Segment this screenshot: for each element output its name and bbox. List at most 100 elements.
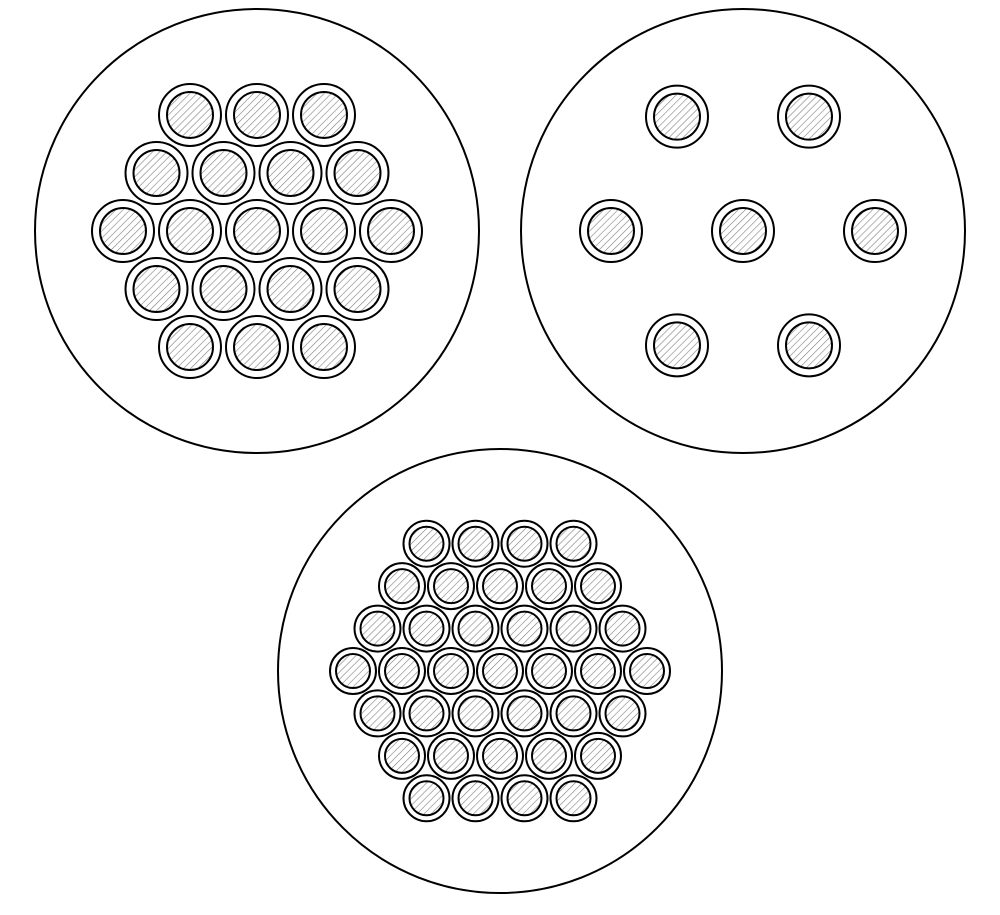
panel-top-left	[35, 9, 479, 453]
core-fill	[268, 266, 314, 312]
core-fill	[234, 92, 280, 138]
core-fill	[483, 739, 517, 773]
core-fill	[581, 569, 615, 603]
core-fill	[434, 654, 468, 688]
core-fill	[459, 696, 493, 730]
core	[126, 258, 188, 320]
core-fill	[606, 612, 640, 646]
core-fill	[630, 654, 664, 688]
core	[404, 521, 450, 567]
core-fill	[508, 696, 542, 730]
core-fill	[201, 150, 247, 196]
core	[600, 690, 646, 736]
core-fill	[301, 208, 347, 254]
core-fill	[557, 612, 591, 646]
core	[355, 690, 401, 736]
core	[844, 200, 906, 262]
core	[502, 690, 548, 736]
core	[646, 314, 708, 376]
core	[126, 142, 188, 204]
core-fill	[508, 781, 542, 815]
core	[477, 733, 523, 779]
core-fill	[167, 92, 213, 138]
core-fill	[410, 781, 444, 815]
core-fill	[654, 94, 700, 140]
core	[453, 521, 499, 567]
core-fill	[335, 150, 381, 196]
core	[575, 648, 621, 694]
core-fill	[134, 266, 180, 312]
core-fill	[410, 527, 444, 561]
core	[575, 733, 621, 779]
core	[778, 314, 840, 376]
core-fill	[385, 569, 419, 603]
core	[477, 648, 523, 694]
core	[226, 316, 288, 378]
core	[226, 200, 288, 262]
core-fill	[368, 208, 414, 254]
core-fill	[100, 208, 146, 254]
core-fill	[201, 266, 247, 312]
core	[526, 563, 572, 609]
core-fill	[606, 696, 640, 730]
core-fill	[301, 324, 347, 370]
core	[193, 142, 255, 204]
core	[159, 84, 221, 146]
core-fill	[234, 324, 280, 370]
diagram-canvas	[0, 0, 1000, 915]
panels-group	[35, 9, 965, 893]
core-fill	[234, 208, 280, 254]
core	[778, 86, 840, 148]
core-fill	[336, 654, 370, 688]
core-fill	[532, 654, 566, 688]
core	[712, 200, 774, 262]
core-fill	[852, 208, 898, 254]
core	[355, 606, 401, 652]
core-fill	[508, 527, 542, 561]
core	[551, 521, 597, 567]
core	[526, 733, 572, 779]
core	[502, 606, 548, 652]
core-fill	[385, 739, 419, 773]
core-fill	[581, 739, 615, 773]
core-fill	[532, 569, 566, 603]
core	[293, 316, 355, 378]
core	[428, 563, 474, 609]
core	[477, 563, 523, 609]
core-fill	[335, 266, 381, 312]
core	[404, 775, 450, 821]
core-fill	[557, 781, 591, 815]
core	[428, 733, 474, 779]
core	[379, 733, 425, 779]
core	[260, 142, 322, 204]
core-fill	[361, 612, 395, 646]
core	[453, 775, 499, 821]
core-fill	[410, 696, 444, 730]
core	[159, 200, 221, 262]
core-fill	[557, 527, 591, 561]
core	[260, 258, 322, 320]
core-fill	[483, 569, 517, 603]
core	[453, 606, 499, 652]
core-fill	[557, 696, 591, 730]
core-fill	[459, 781, 493, 815]
core-fill	[459, 612, 493, 646]
core-fill	[167, 324, 213, 370]
core-fill	[301, 92, 347, 138]
core-fill	[508, 612, 542, 646]
core	[428, 648, 474, 694]
core	[580, 200, 642, 262]
core-fill	[385, 654, 419, 688]
core	[379, 648, 425, 694]
core-fill	[268, 150, 314, 196]
core	[226, 84, 288, 146]
core	[327, 142, 389, 204]
core-fill	[459, 527, 493, 561]
core-fill	[720, 208, 766, 254]
core	[575, 563, 621, 609]
core-fill	[483, 654, 517, 688]
core	[159, 316, 221, 378]
panel-top-right	[521, 9, 965, 453]
core	[600, 606, 646, 652]
core	[551, 606, 597, 652]
